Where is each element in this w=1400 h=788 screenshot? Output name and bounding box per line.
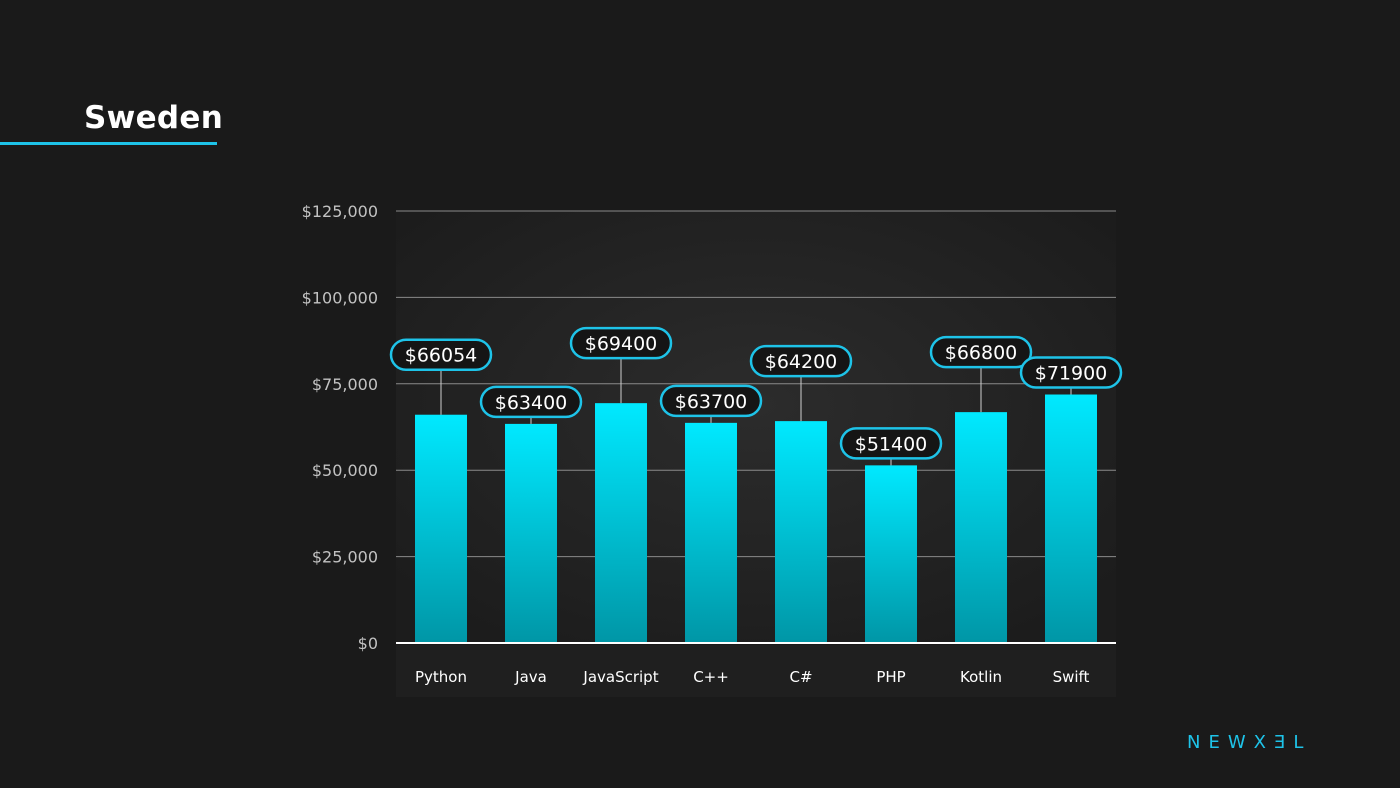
x-tick-label: Java — [514, 668, 547, 686]
x-tick-label: C++ — [693, 668, 729, 686]
data-label: $69400 — [585, 333, 658, 355]
data-label: $51400 — [855, 433, 928, 455]
x-tick-label: JavaScript — [582, 668, 658, 686]
data-label-box — [479, 385, 583, 419]
bar-javascript — [595, 403, 647, 643]
data-label-box — [389, 338, 493, 371]
data-label-box — [569, 326, 673, 360]
x-tick-label: Kotlin — [960, 668, 1002, 686]
plot-background — [396, 211, 1116, 643]
y-tick-label: $50,000 — [312, 461, 378, 480]
x-axis-ticks: Python Java JavaScript C++ C# PHP Kotlin Swift — [415, 668, 1090, 686]
bars — [415, 394, 1097, 643]
data-label: $66800 — [945, 342, 1018, 364]
brand-logo: NEWXƎL — [1187, 732, 1312, 753]
x-tick-label: C# — [789, 668, 812, 686]
category-axis-band — [396, 645, 1116, 697]
data-label: $63700 — [675, 391, 748, 413]
x-tick-label: Swift — [1053, 668, 1090, 686]
data-label-box — [749, 344, 853, 378]
bar-kotlin — [955, 412, 1007, 643]
y-tick-label: $100,000 — [302, 288, 378, 307]
data-label: $66054 — [405, 345, 478, 367]
data-labels: $66054 $63400 $69400 $63700 $64200 $51400 $668… — [389, 326, 1123, 466]
y-tick-label: $125,000 — [302, 202, 378, 221]
bar-java — [505, 423, 557, 643]
x-tick-label: Python — [415, 668, 467, 686]
data-label-box — [1019, 356, 1123, 389]
data-label-box — [659, 384, 763, 418]
page-title: Sweden — [84, 100, 224, 136]
bar-python — [415, 414, 467, 643]
bar-c- — [685, 422, 737, 643]
bar-php — [865, 465, 917, 643]
data-label-box — [929, 335, 1033, 369]
bar-c- — [775, 421, 827, 643]
x-tick-label: PHP — [876, 668, 905, 686]
y-axis-ticks: $0 $25,000 $50,000 $75,000 $100,000 $125,000 — [302, 202, 378, 653]
data-label: $71900 — [1035, 363, 1108, 385]
y-tick-label: $0 — [358, 634, 378, 653]
data-label-box — [839, 427, 943, 460]
title-underline — [0, 142, 217, 145]
bar-swift — [1045, 394, 1097, 643]
y-tick-label: $75,000 — [312, 375, 378, 394]
data-label: $64200 — [765, 351, 838, 373]
data-label: $63400 — [495, 392, 568, 414]
y-tick-label: $25,000 — [312, 548, 378, 567]
